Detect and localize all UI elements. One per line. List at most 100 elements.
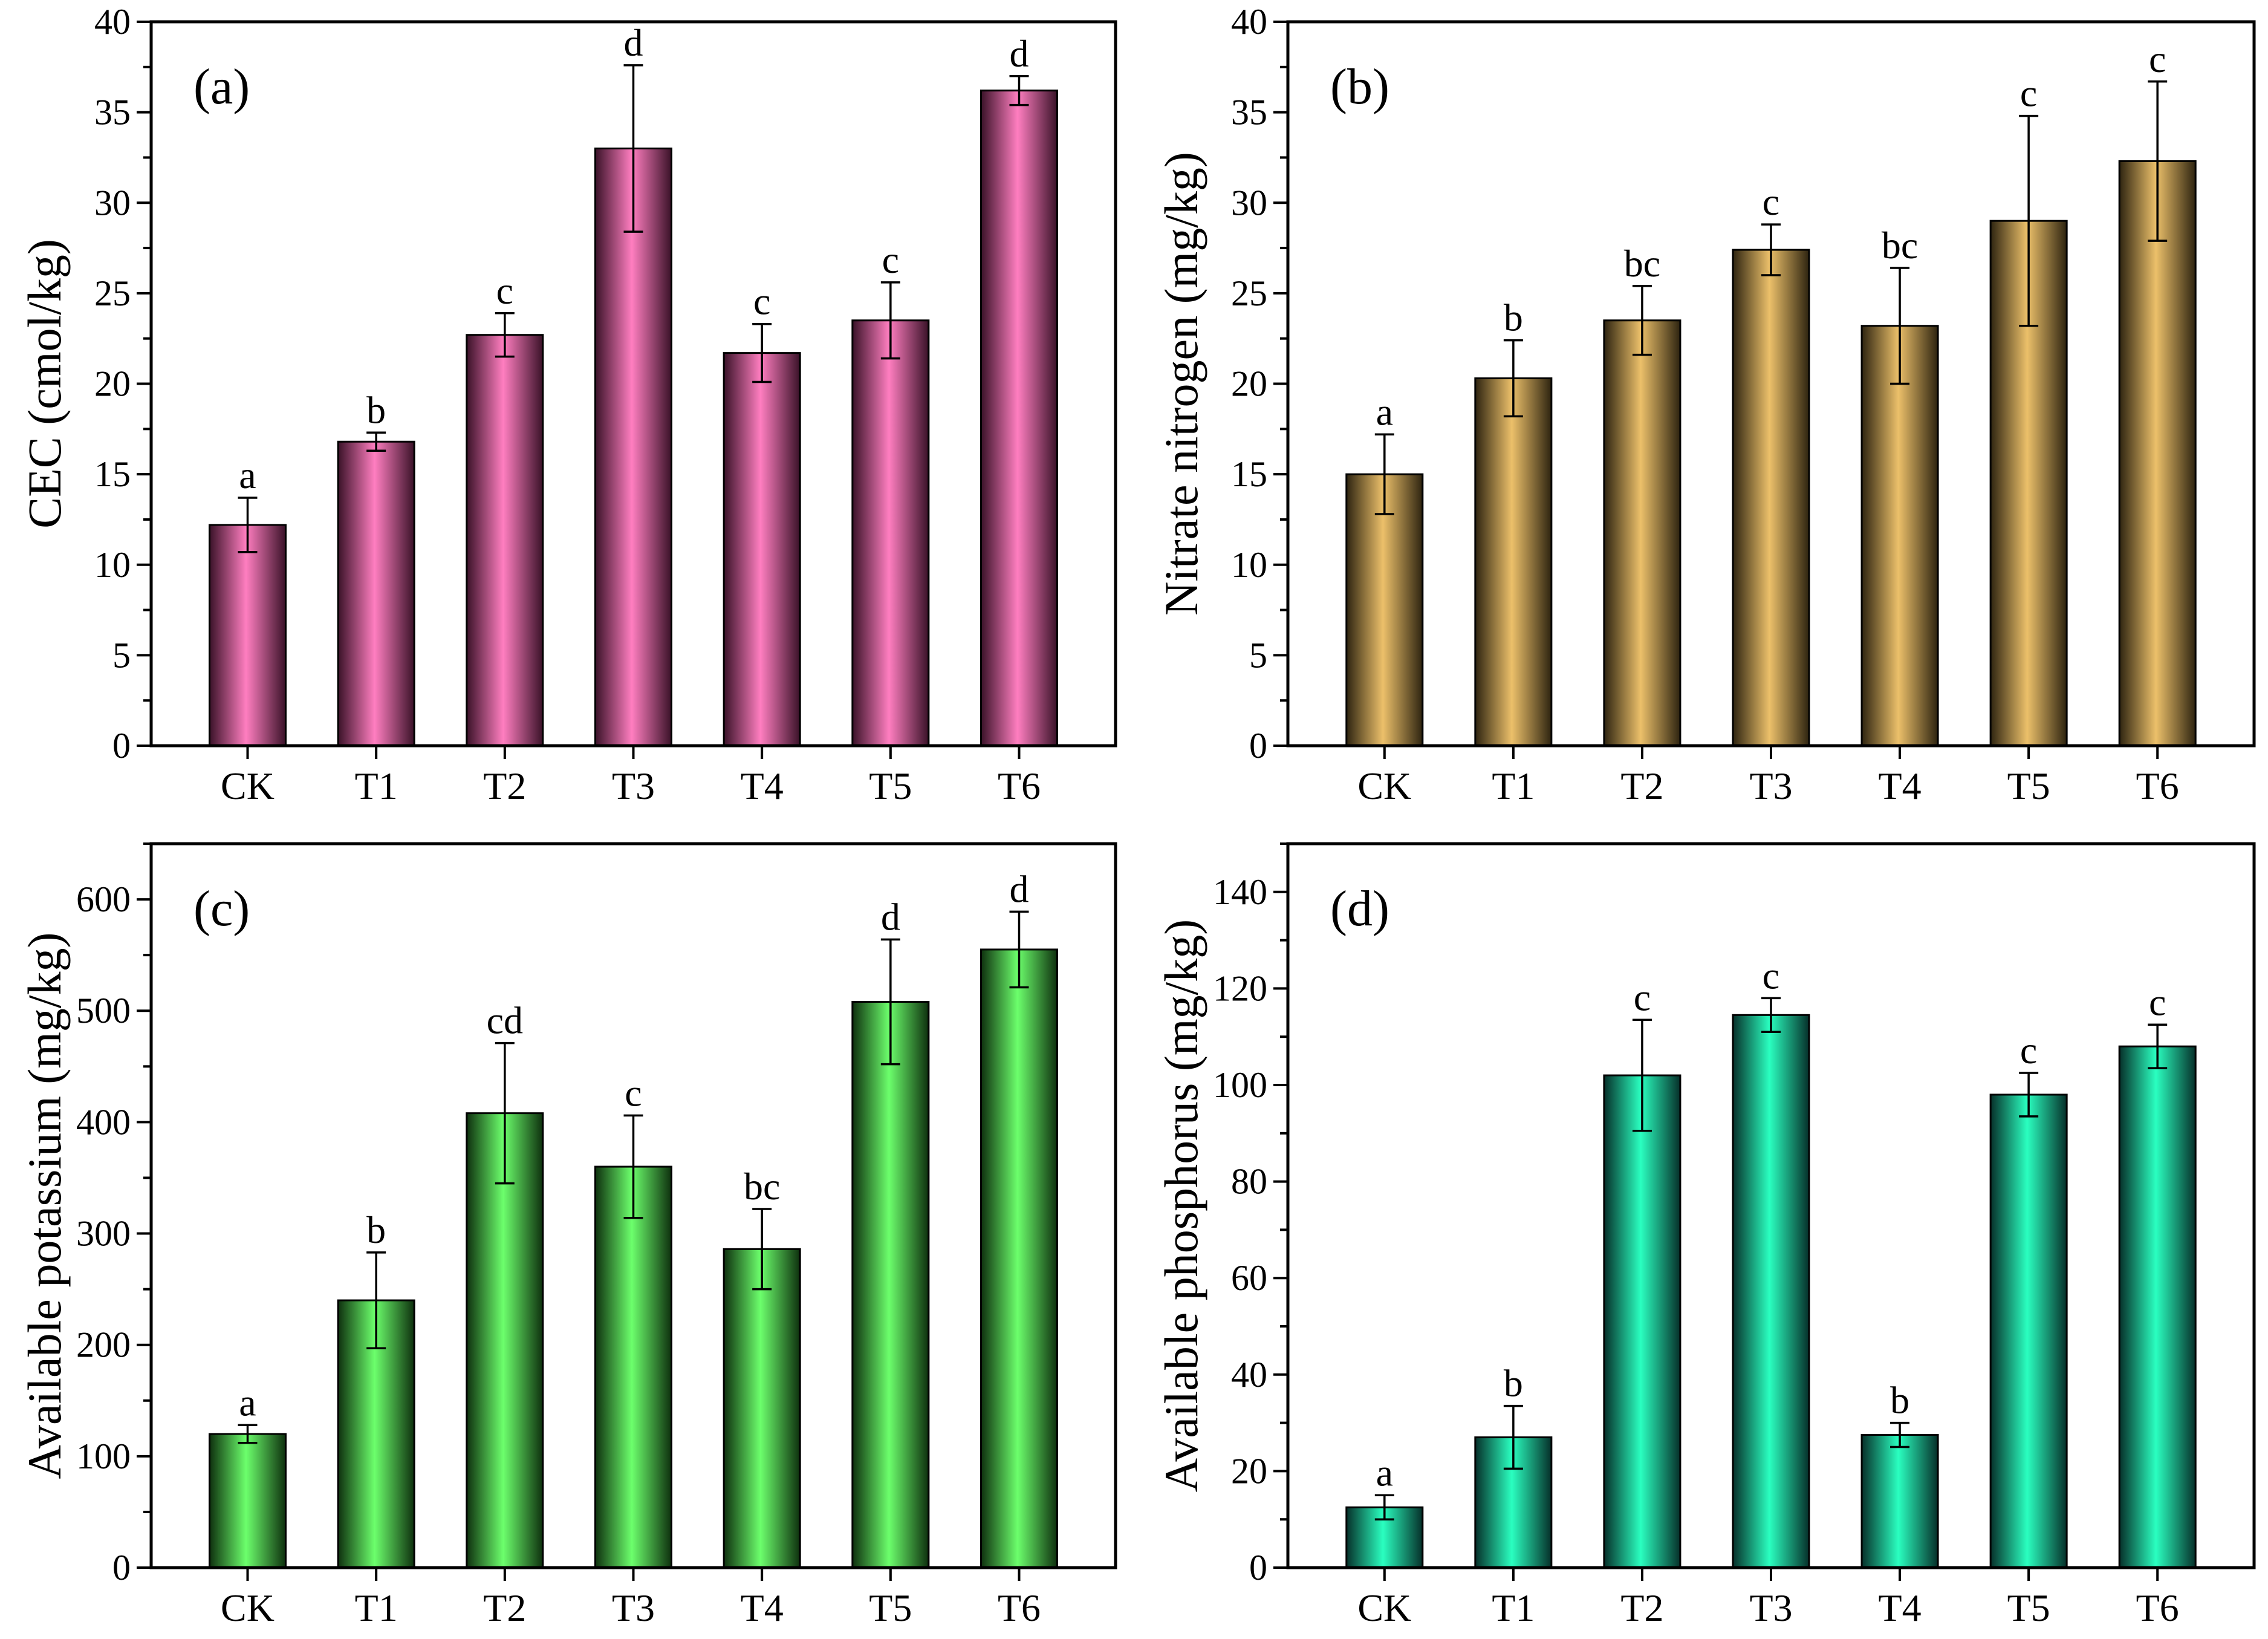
y-tick-label: 300: [76, 1214, 131, 1254]
y-tick-label: 25: [94, 273, 131, 313]
y-tick-label: 30: [1231, 183, 1267, 223]
bar-t5: [1989, 1093, 2068, 1569]
significance-label: a: [1376, 390, 1393, 433]
panel-a: a b c d c c d 0 5 10 15 20 25 30 35 40 CK T1 T2 T3 T4 T5 T6 CEC…: [18, 2, 1117, 807]
y-tick-label: 40: [1231, 2, 1267, 42]
bar-t2: [1603, 319, 1682, 747]
x-tick-label: T1: [355, 764, 398, 807]
x-tick-label: T5: [869, 764, 912, 807]
x-tick-label: CK: [1357, 1586, 1411, 1629]
y-tick-label: 60: [1231, 1258, 1267, 1298]
significance-label: a: [1376, 1451, 1393, 1494]
panel-label: (c): [193, 881, 250, 937]
y-tick-label: 20: [1231, 1451, 1267, 1491]
x-tick-label: CK: [221, 1586, 275, 1629]
x-tick-label: T1: [1492, 764, 1535, 807]
y-axis-title: Nitrate nitrogen (mg/kg): [1155, 152, 1207, 616]
significance-label: b: [366, 388, 386, 431]
x-tick-label: T4: [1879, 1586, 1922, 1629]
significance-label: c: [882, 238, 899, 281]
bar-t6: [2118, 160, 2197, 747]
bar-t5: [851, 319, 930, 747]
significance-label: c: [496, 269, 513, 312]
significance-label: bc: [1624, 242, 1660, 285]
significance-label: c: [625, 1071, 642, 1114]
significance-label: bc: [744, 1165, 780, 1208]
bar-ck: [209, 524, 287, 747]
bar-t1: [337, 440, 415, 747]
x-tick-label: T6: [2136, 1586, 2179, 1629]
y-tick-label: 15: [94, 454, 131, 494]
y-axis-title: CEC (cmol/kg): [18, 239, 71, 529]
significance-label: c: [1763, 954, 1779, 997]
significance-label: a: [239, 1381, 256, 1424]
bar-ck: [209, 1433, 287, 1569]
y-tick-label: 140: [1213, 872, 1267, 912]
x-tick-label: CK: [1357, 764, 1411, 807]
bar-t4: [1860, 1434, 1939, 1569]
y-tick-label: 0: [1249, 726, 1267, 766]
x-tick-label: T1: [355, 1586, 398, 1629]
significance-label: b: [366, 1208, 386, 1251]
significance-label: c: [753, 280, 770, 323]
bar-t3: [1732, 249, 1810, 747]
y-tick-label: 0: [112, 1548, 131, 1588]
x-tick-label: T5: [2007, 1586, 2050, 1629]
y-tick-label: 0: [1249, 1548, 1267, 1588]
bar-t1: [1474, 377, 1553, 747]
y-tick-label: 40: [1231, 1355, 1267, 1395]
y-tick-label: 10: [1231, 545, 1267, 585]
y-tick-label: 100: [76, 1436, 131, 1476]
y-tick-label: 5: [112, 635, 131, 675]
significance-label: c: [2020, 72, 2037, 115]
x-tick-label: T6: [2136, 764, 2179, 807]
y-tick-label: 30: [94, 183, 131, 223]
x-tick-label: T2: [1620, 764, 1663, 807]
y-tick-label: 500: [76, 991, 131, 1031]
bar-t2: [1603, 1074, 1682, 1569]
significance-label: b: [1504, 1362, 1523, 1405]
bar-t3: [594, 1165, 672, 1569]
y-tick-label: 5: [1249, 635, 1267, 675]
x-tick-label: T4: [741, 1586, 784, 1629]
significance-label: b: [1504, 296, 1523, 339]
significance-label: d: [624, 21, 643, 64]
x-tick-label: T3: [1749, 1586, 1792, 1629]
significance-label: c: [2149, 980, 2166, 1023]
y-tick-label: 120: [1213, 968, 1267, 1008]
x-tick-label: T2: [483, 1586, 526, 1629]
x-tick-label: T5: [2007, 764, 2050, 807]
bar-t5: [851, 1000, 930, 1569]
bar-t6: [980, 948, 1058, 1569]
significance-label: bc: [1882, 224, 1918, 267]
y-tick-label: 10: [94, 545, 131, 585]
x-tick-label: T2: [483, 764, 526, 807]
bar-t3: [1732, 1014, 1810, 1569]
x-tick-label: T6: [998, 1586, 1041, 1629]
y-tick-label: 200: [76, 1325, 131, 1365]
x-tick-label: CK: [221, 764, 275, 807]
significance-label: c: [2020, 1029, 2037, 1072]
significance-label: d: [1010, 32, 1029, 75]
bar-t4: [723, 352, 801, 747]
bar-t6: [2118, 1045, 2197, 1569]
panel-label: (b): [1330, 59, 1389, 115]
y-axis-title: Available phosphorus (mg/kg): [1155, 919, 1207, 1492]
y-tick-label: 35: [94, 93, 131, 132]
y-tick-label: 600: [76, 879, 131, 919]
y-tick-label: 25: [1231, 273, 1267, 313]
significance-label: b: [1890, 1379, 1909, 1422]
x-tick-label: T4: [741, 764, 784, 807]
bar-t6: [980, 90, 1058, 747]
significance-label: c: [2149, 37, 2166, 80]
significance-label: d: [1010, 867, 1029, 910]
significance-label: c: [1634, 976, 1651, 1018]
x-tick-label: T3: [612, 1586, 655, 1629]
y-tick-label: 0: [112, 726, 131, 766]
bar-t2: [466, 334, 544, 747]
x-tick-label: T3: [1749, 764, 1792, 807]
y-tick-label: 20: [94, 364, 131, 404]
significance-label: a: [239, 454, 256, 497]
